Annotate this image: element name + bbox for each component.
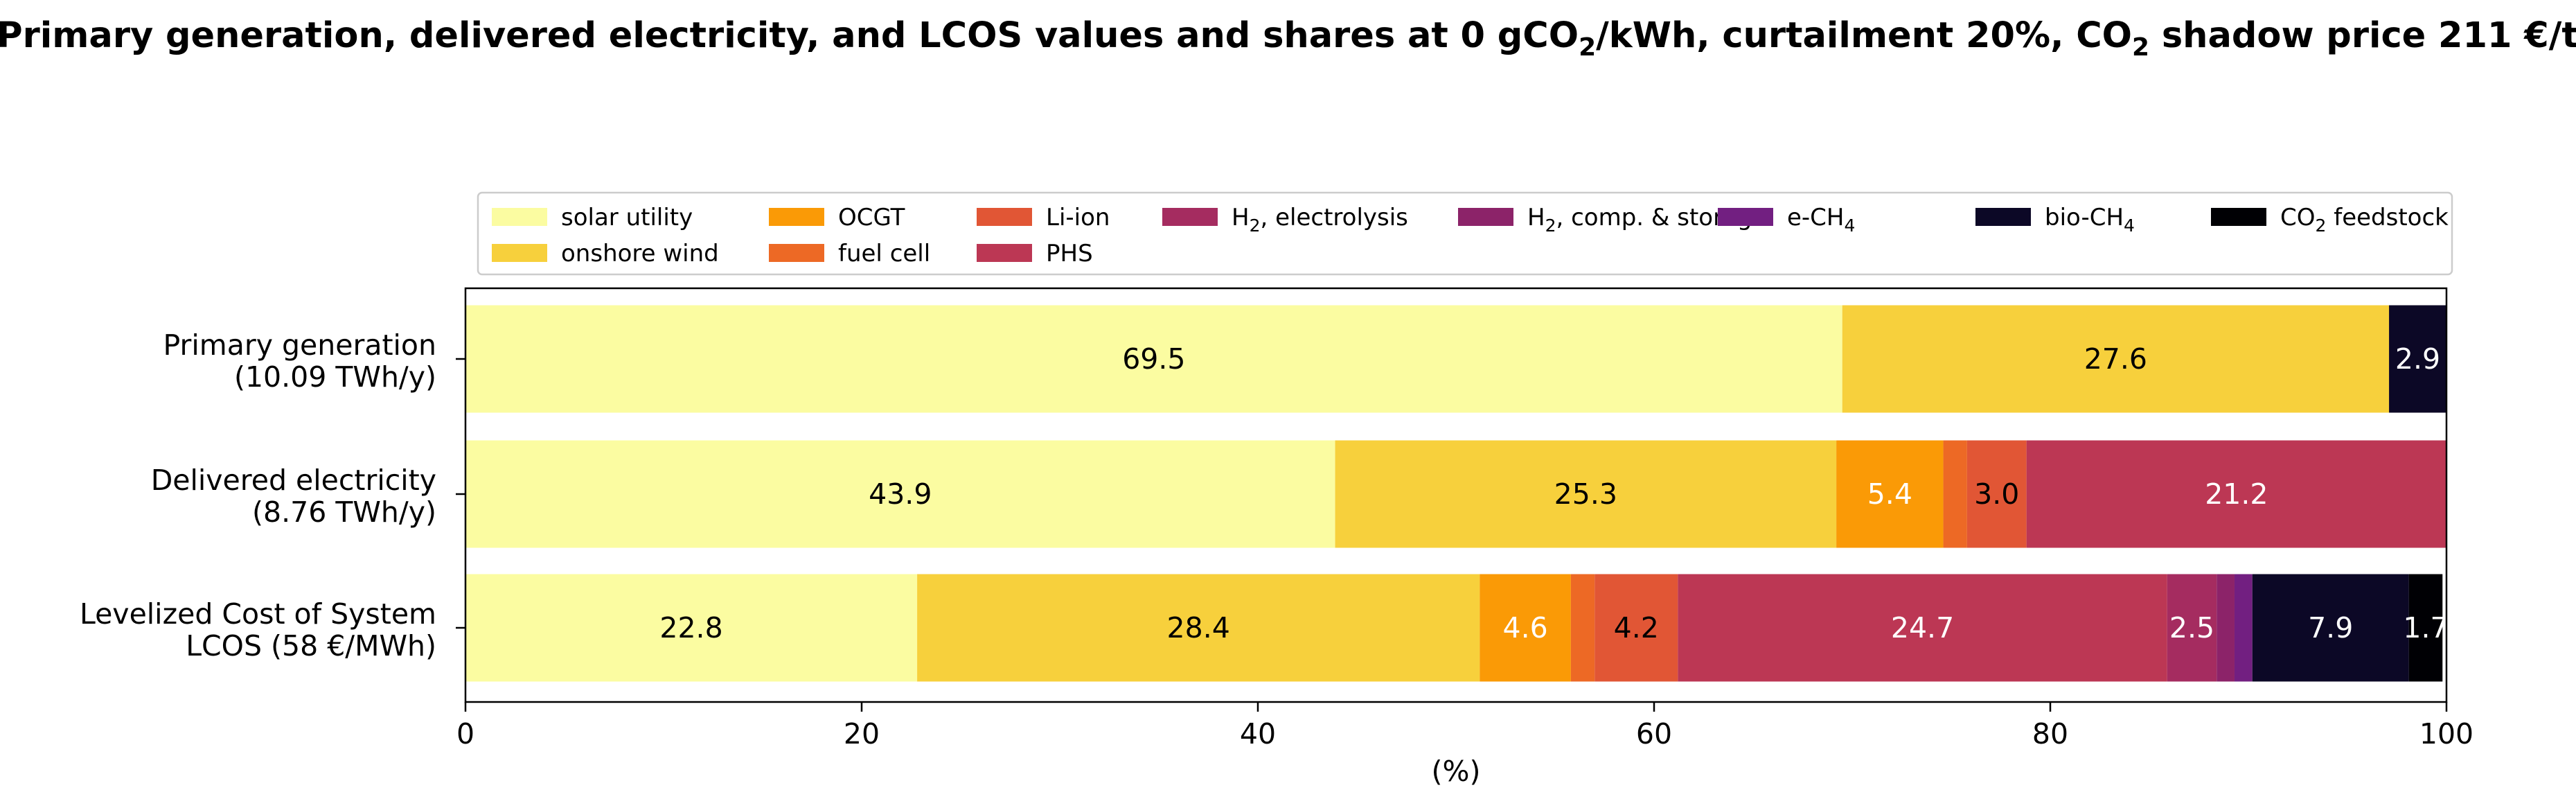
legend-label-co2: CO2 feedstock: [2280, 204, 2449, 236]
data-label-phs-row-1: 21.2: [2205, 477, 2268, 511]
legend-label-wind: onshore wind: [561, 240, 719, 267]
y-tick-label-line1: Primary generation: [163, 328, 436, 362]
legend-swatch-fuelcell: [769, 244, 824, 262]
legend-swatch-solar: [492, 208, 547, 226]
data-label-wind-row-2: 28.4: [1167, 611, 1230, 644]
legend-label-h2el: H2, electrolysis: [1232, 204, 1408, 236]
bar-segment-co2-row-2: [2408, 574, 2443, 682]
bar-segment-biochi4-row-2: [2252, 574, 2409, 682]
legend-swatch-ech4: [1718, 208, 1773, 226]
data-label-liion-row-2: 4.2: [1614, 611, 1659, 644]
x-tick-label: 40: [1240, 717, 1276, 750]
legend-swatch-biochi4: [1975, 208, 2031, 226]
legend-frame: [477, 191, 2453, 276]
data-label-ocgt-row-2: 4.6: [1502, 611, 1547, 644]
legend-label-phs: PHS: [1046, 240, 1093, 267]
data-label-solar-row-2: 22.8: [659, 611, 722, 644]
x-tick-label: 60: [1636, 717, 1672, 750]
legend-swatch-h2el: [1162, 208, 1218, 226]
bar-segment-phs-row-1: [2026, 440, 2446, 548]
legend-swatch-h2cs: [1458, 208, 1513, 226]
legend-label-liion: Li-ion: [1046, 204, 1110, 231]
x-tick-label: 0: [456, 717, 474, 750]
legend-label-biochi4: bio-CH4: [2045, 204, 2135, 236]
legend-swatch-ocgt: [769, 208, 824, 226]
plot-area-frame: [464, 287, 2448, 703]
data-label-wind-row-0: 27.6: [2084, 342, 2147, 376]
data-label-liion-row-1: 3.0: [1974, 477, 2019, 511]
y-tick-label-line1: Delivered electricity: [151, 464, 436, 497]
x-tick-label: 20: [844, 717, 880, 750]
data-label-phs-row-2: 24.7: [1891, 611, 1954, 644]
data-label-co2-row-2: 1.7: [2403, 611, 2448, 644]
y-tick-label-line1: Levelized Cost of System: [80, 597, 436, 631]
y-tick-label-line2: (10.09 TWh/y): [234, 360, 436, 394]
data-label-biochi4-row-2: 7.9: [2308, 611, 2353, 644]
bar-segment-wind-row-1: [1335, 440, 1837, 548]
data-label-ocgt-row-1: 5.4: [1867, 477, 1912, 511]
legend-swatch-phs: [977, 244, 1032, 262]
bar-segment-solar-row-1: [465, 440, 1335, 548]
x-axis-label: (%): [1432, 755, 1481, 788]
bar-segment-h2cs-row-2: [2217, 574, 2235, 682]
x-axis: 0 20 40 60 80 100: [456, 702, 2473, 750]
y-axis: Primary generation(10.09 TWh/y) Delivered…: [80, 328, 465, 662]
legend-swatch-co2: [2211, 208, 2266, 226]
legend-label-ocgt: OCGT: [838, 204, 905, 231]
bar-segment-fuelcell-row-2: [1570, 574, 1595, 682]
bar-segment-fuelcell-row-1: [1943, 440, 1967, 548]
bar-segment-phs-row-2: [1678, 574, 2167, 682]
bar-segment-wind-row-2: [917, 574, 1480, 682]
data-label-biochi4-row-0: 2.9: [2395, 342, 2440, 376]
data-label-solar-row-1: 43.9: [869, 477, 932, 511]
data-label-wind-row-1: 25.3: [1554, 477, 1617, 511]
bar-segment-ocgt-row-2: [1480, 574, 1571, 682]
bar-segment-liion-row-2: [1595, 574, 1678, 682]
bar-segment-ech4-row-2: [2234, 574, 2253, 682]
x-tick-label: 100: [2419, 717, 2473, 750]
bar-segment-wind-row-0: [1842, 305, 2390, 413]
bar-segment-solar-row-2: [465, 574, 918, 682]
bar-segment-biochi4-row-0: [2389, 305, 2446, 413]
data-label-h2el-row-2: 2.5: [2169, 611, 2214, 644]
bar-segment-h2el-row-2: [2167, 574, 2217, 682]
chart-title: Primary generation, delivered electricit…: [0, 15, 2576, 62]
x-tick-label: 80: [2032, 717, 2068, 750]
legend: solar utility onshore wind OCGT fuel cell Li…: [477, 191, 2453, 276]
legend-label-solar: solar utility: [561, 204, 693, 231]
legend-swatch-wind: [492, 244, 547, 262]
bar-segment-ocgt-row-1: [1836, 440, 1944, 548]
segment-labels-group: 69.5 27.6 2.9 43.9 25.3 5.4 3.0 21.2 22.8 28.4 4.6…: [659, 342, 2448, 644]
bar-segment-liion-row-1: [1966, 440, 2027, 548]
bar-segment-solar-row-0: [465, 305, 1842, 413]
data-label-solar-row-0: 69.5: [1122, 342, 1185, 376]
legend-swatch-liion: [977, 208, 1032, 226]
legend-label-fuelcell: fuel cell: [838, 240, 930, 267]
legend-label-ech4: e-CH4: [1787, 204, 1855, 236]
bars-group: [465, 305, 2446, 682]
y-tick-label-line2: LCOS (58 €/MWh): [186, 629, 436, 662]
y-tick-label-line2: (8.76 TWh/y): [252, 495, 436, 529]
